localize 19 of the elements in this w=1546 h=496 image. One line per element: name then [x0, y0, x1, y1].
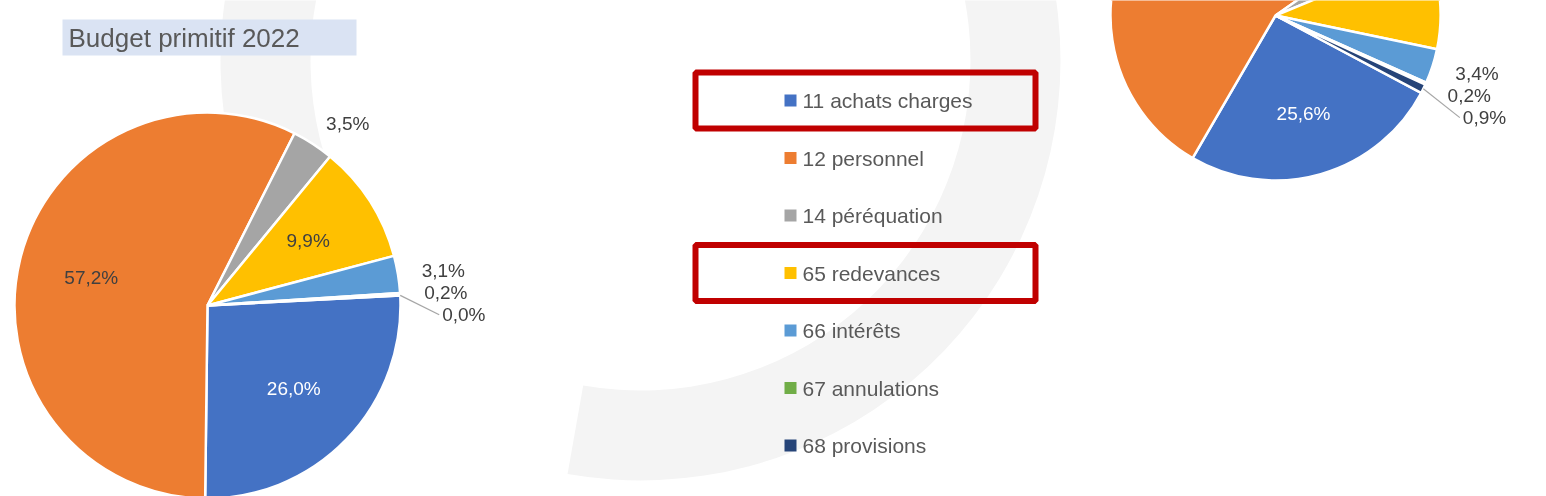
legend-label: 11 achats charges	[802, 89, 973, 112]
legend-label: 66 intérêts	[802, 319, 901, 342]
legend-label: 65 redevances	[802, 261, 941, 285]
text: 0,0%	[442, 304, 486, 326]
legend-label: 12 personnel	[802, 146, 924, 170]
legend-label: 67 annulations	[802, 376, 940, 400]
chart-title: Budget primitif 2022	[68, 22, 300, 53]
data-label: 3,5%	[326, 113, 370, 135]
data-label: 9,9%	[286, 230, 330, 252]
legend-label: 68 provisions	[802, 434, 927, 457]
data-label: 0,2%	[1447, 85, 1492, 107]
data-label: 3,4%	[1455, 63, 1499, 85]
data-label: 57,2%	[64, 266, 119, 288]
data-label: 0,9%	[1462, 107, 1507, 129]
data-label: 26,0%	[266, 377, 321, 399]
data-label: 0,2%	[424, 282, 468, 304]
legend-label: 14 péréquation	[802, 204, 943, 227]
data-label: 3,1%	[421, 259, 466, 281]
data-label: 25,6%	[1276, 103, 1331, 125]
